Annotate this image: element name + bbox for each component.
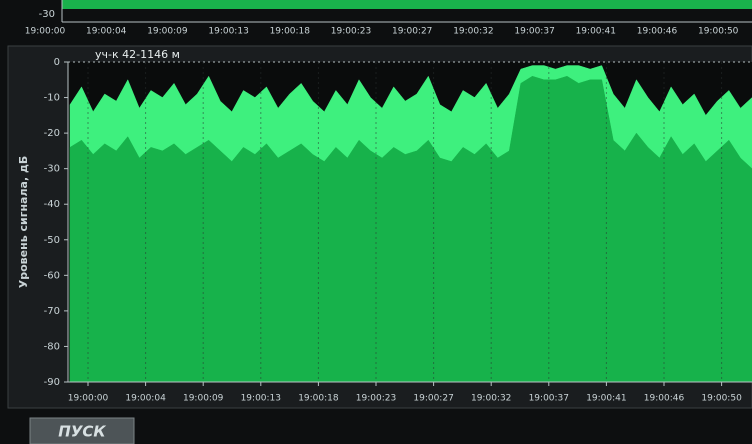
y-tick-label: -30 <box>44 164 60 175</box>
y-tick-label: -90 <box>44 377 60 388</box>
annotation: уч-к 42-1146 м <box>95 48 180 61</box>
x-tick-label: 19:00:50 <box>701 394 742 404</box>
x-tick-label: 19:00:04 <box>125 394 166 404</box>
x-tick-label: 19:00:00 <box>25 27 66 37</box>
x-tick-label: 19:00:46 <box>637 27 678 37</box>
x-tick-label: 19:00:27 <box>413 394 453 404</box>
y-tick-label: -40 <box>44 199 60 210</box>
y-tick-label: -50 <box>44 235 60 246</box>
x-tick-label: 19:00:18 <box>298 394 339 404</box>
x-tick-label: 19:00:23 <box>331 27 371 37</box>
x-tick-label: 19:00:41 <box>586 394 626 404</box>
x-tick-label: 19:00:46 <box>644 394 685 404</box>
x-tick-label: 19:00:32 <box>471 394 511 404</box>
y-tick-label: -30 <box>39 9 55 20</box>
x-tick-label: 19:00:23 <box>356 394 396 404</box>
y-tick-label: -60 <box>44 270 60 281</box>
x-tick-label: 19:00:37 <box>514 27 554 37</box>
x-tick-label: 19:00:32 <box>453 27 493 37</box>
x-tick-label: 19:00:18 <box>270 27 311 37</box>
x-tick-label: 19:00:27 <box>392 27 432 37</box>
button-label[interactable]: ПУСК <box>58 423 106 441</box>
y-tick-label: -80 <box>44 341 60 352</box>
y-tick-label: -70 <box>44 306 60 317</box>
x-tick-label: 19:00:09 <box>183 394 224 404</box>
x-tick-label: 19:00:37 <box>529 394 569 404</box>
x-tick-label: 19:00:13 <box>208 27 248 37</box>
x-tick-label: 19:00:00 <box>68 394 109 404</box>
x-tick-label: 19:00:41 <box>576 27 616 37</box>
signal-area <box>69 75 752 383</box>
x-tick-label: 19:00:13 <box>241 394 281 404</box>
y-tick-label: 0 <box>54 57 60 68</box>
top-strip-fill <box>62 0 752 9</box>
button-face[interactable] <box>29 417 135 444</box>
x-tick-label: 19:00:04 <box>86 27 127 37</box>
y-axis-label: Уровень сигнала, дБ <box>17 156 30 288</box>
y-tick-label: -10 <box>44 93 60 104</box>
y-tick-label: -20 <box>44 128 60 139</box>
start-button[interactable]: ПУСК <box>29 417 135 444</box>
x-tick-label: 19:00:50 <box>698 27 739 37</box>
x-tick-label: 19:00:09 <box>147 27 188 37</box>
